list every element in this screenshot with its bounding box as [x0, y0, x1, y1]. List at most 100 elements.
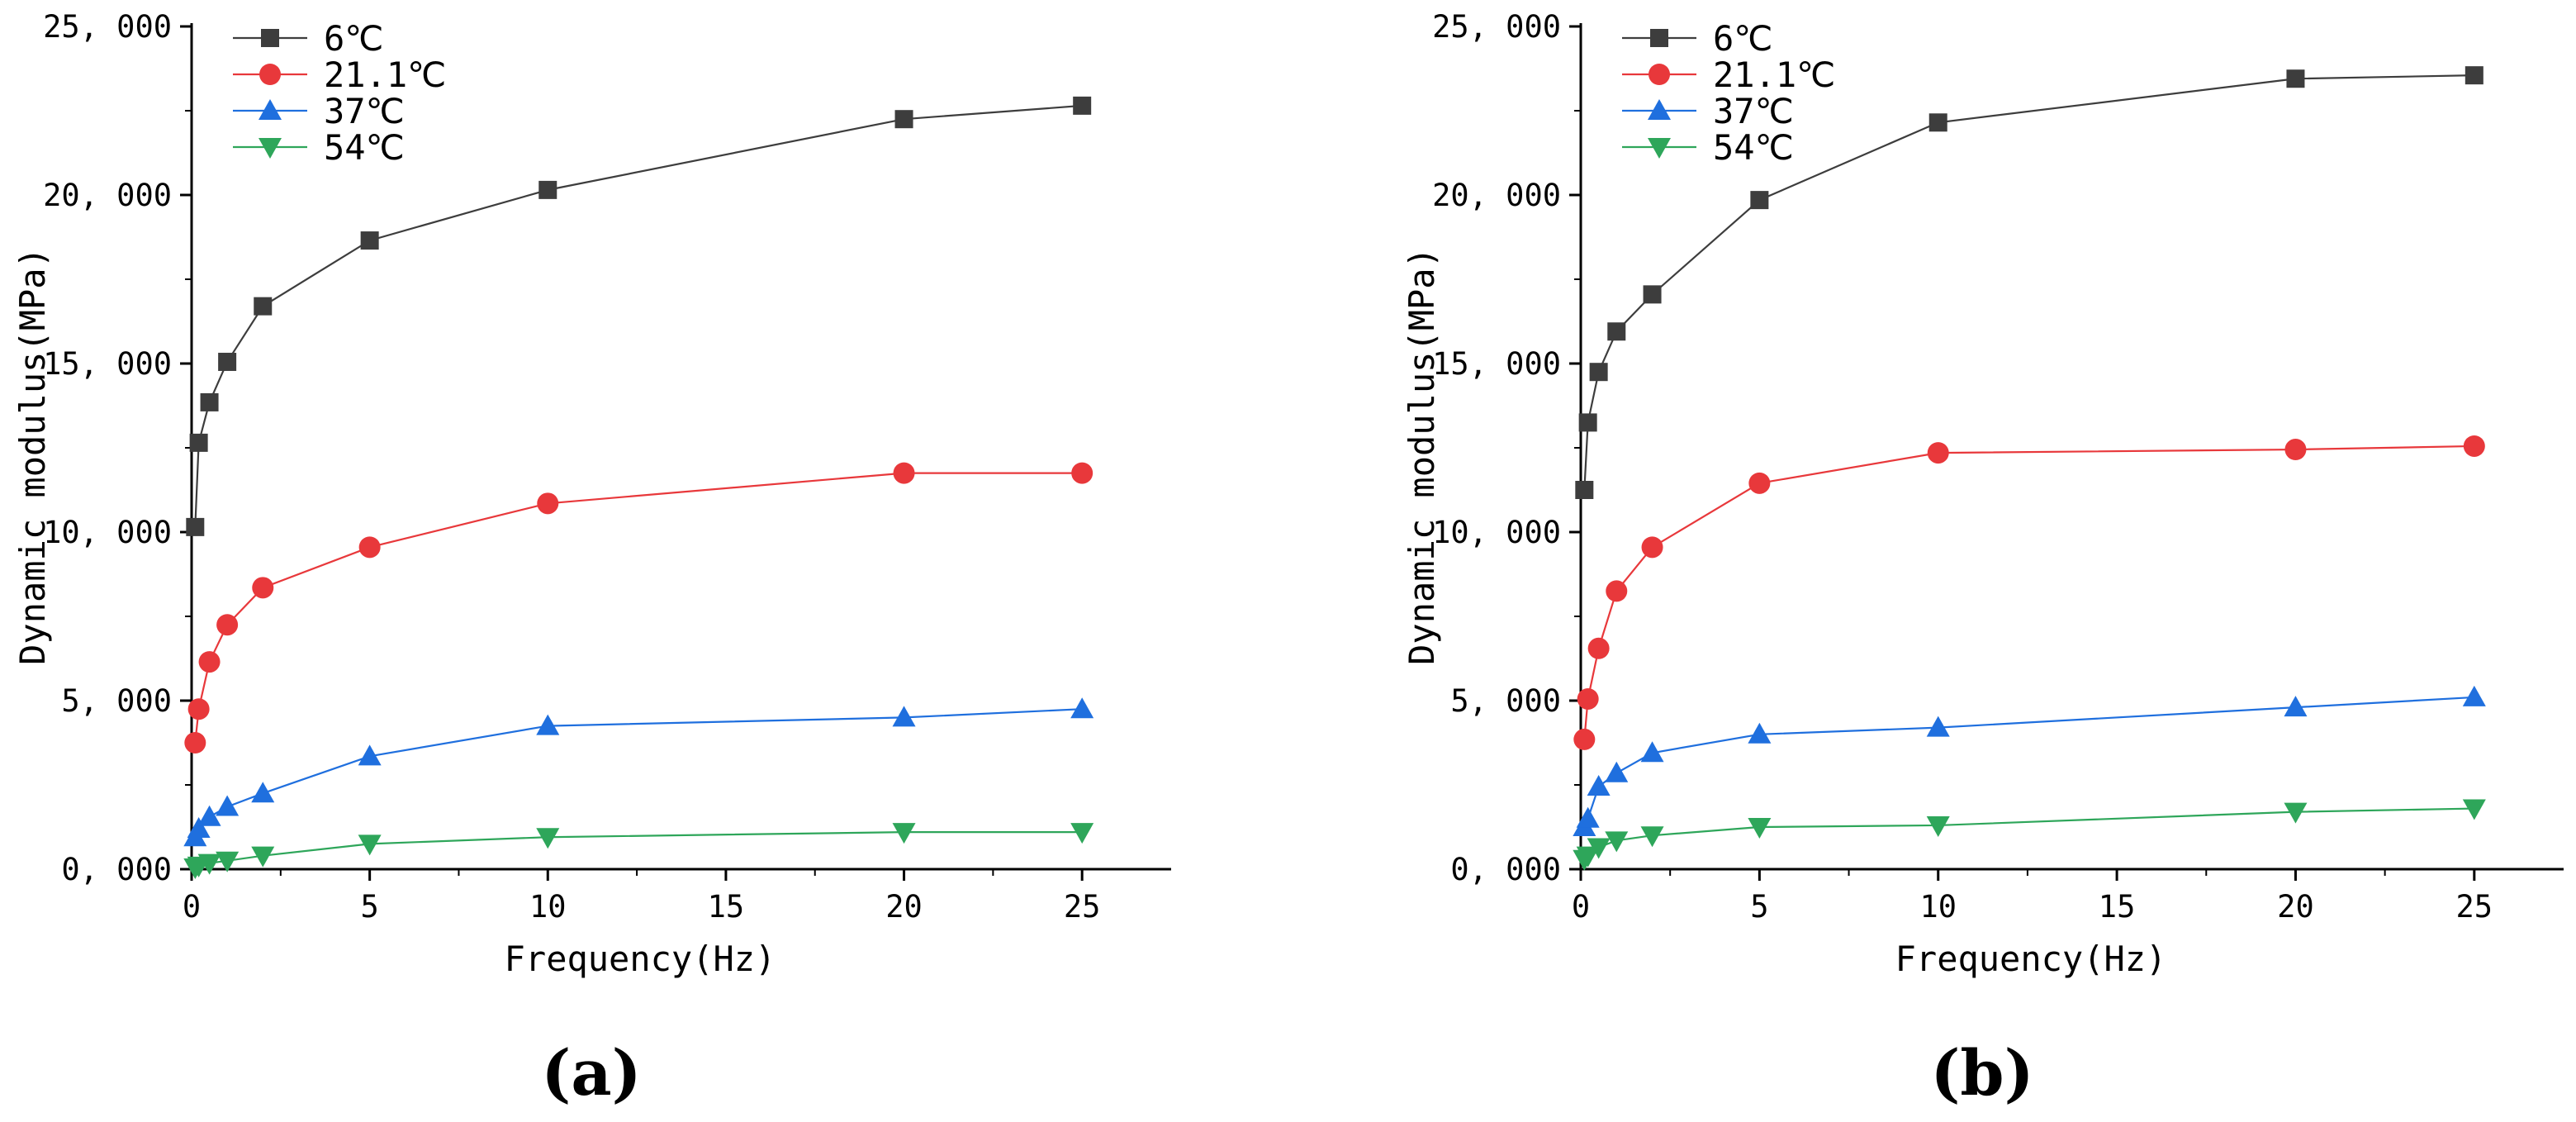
series-line — [1583, 445, 2474, 740]
y-tick-label: 25, 000 — [43, 9, 172, 45]
data-point — [1589, 363, 1608, 382]
legend-label: 21.1℃ — [324, 55, 446, 95]
data-point — [189, 433, 208, 452]
data-point — [216, 614, 239, 636]
data-point — [1928, 113, 1947, 132]
data-point — [2284, 696, 2308, 717]
data-point — [894, 110, 913, 129]
data-point — [358, 744, 382, 766]
legend-label: 21.1℃ — [1713, 55, 1835, 95]
y-tick-label: 10, 000 — [1432, 515, 1561, 550]
x-tick-label: 0 — [183, 889, 201, 925]
legend-label: 6℃ — [1713, 18, 1772, 59]
data-point — [1748, 818, 1772, 839]
data-point — [1073, 96, 1092, 115]
legend-marker — [259, 138, 282, 159]
data-point — [536, 828, 560, 849]
y-axis-title: Dynamic modulus(MPa) — [1402, 247, 1442, 665]
legend-marker — [259, 99, 282, 120]
chart-panel-b: 0 5 10 15 20 25 0, 000 5, 000 10, 000 15, 000 20, … — [1402, 9, 2564, 1110]
data-point — [358, 536, 381, 559]
data-point — [2463, 435, 2485, 457]
data-point — [2462, 799, 2486, 820]
x-tick-label: 10 — [1919, 889, 1957, 925]
data-point — [1070, 697, 1094, 719]
x-tick-label: 10 — [529, 889, 567, 925]
x-tick-label: 5 — [1750, 889, 1768, 925]
y-axis-title: Dynamic modulus(MPa) — [12, 247, 53, 665]
data-point — [216, 795, 240, 816]
x-tick-label: 20 — [2277, 889, 2314, 925]
data-point — [197, 805, 221, 826]
y-tick-label: 10, 000 — [43, 515, 172, 550]
data-point — [254, 297, 273, 316]
legend-marker — [1650, 29, 1668, 47]
data-point — [892, 823, 916, 844]
y-tick-label: 15, 000 — [43, 346, 172, 382]
legend: 6℃21.1℃37℃54℃ — [233, 18, 446, 168]
data-point — [1576, 806, 1600, 828]
series-line — [194, 708, 1083, 838]
data-point — [251, 846, 275, 868]
x-tick-label: 25 — [2456, 889, 2493, 925]
series-0 — [1575, 66, 2483, 499]
data-point — [537, 492, 559, 515]
x-tick-label: 25 — [1064, 889, 1101, 925]
legend-label: 37℃ — [324, 91, 405, 131]
data-point — [1587, 838, 1611, 859]
data-point — [2284, 802, 2308, 824]
legend-label: 54℃ — [1713, 127, 1794, 168]
data-point — [1640, 826, 1664, 848]
data-point — [1927, 442, 1949, 464]
legend: 6℃21.1℃37℃54℃ — [1622, 18, 1835, 168]
data-point — [1748, 722, 1772, 744]
y-tick-label: 0, 000 — [1450, 852, 1561, 887]
data-point — [1577, 687, 1599, 710]
panel-label: (a) — [541, 1036, 641, 1110]
legend-marker — [1648, 138, 1671, 159]
data-point — [1587, 637, 1610, 659]
legend-label: 6℃ — [324, 18, 383, 59]
legend-marker — [1649, 64, 1670, 85]
data-point — [1607, 322, 1626, 341]
data-point — [1576, 846, 1600, 868]
data-point — [1605, 831, 1629, 853]
data-point — [1643, 285, 1662, 304]
data-point — [2284, 439, 2307, 461]
data-point — [2465, 66, 2483, 85]
x-axis-title: Frequency(Hz) — [505, 939, 776, 979]
data-point — [184, 732, 206, 754]
x-tick-label: 20 — [885, 889, 923, 925]
data-point — [1573, 728, 1596, 750]
series-1 — [184, 462, 1093, 754]
data-point — [200, 392, 219, 411]
data-point — [187, 817, 211, 839]
data-point — [1750, 191, 1769, 210]
series-3 — [1573, 799, 2486, 871]
data-point — [2286, 69, 2305, 88]
series-line — [194, 104, 1083, 527]
x-axis-title: Frequency(Hz) — [1895, 939, 2167, 979]
data-point — [1578, 413, 1597, 432]
series-line — [1583, 696, 2474, 828]
chart-panel-a: 0 5 10 15 20 25 0, 000 5, 000 10, 000 15, 000 20, … — [12, 9, 1171, 1110]
data-point — [1926, 716, 1950, 737]
legend-label: 54℃ — [324, 127, 405, 168]
data-point — [536, 714, 560, 735]
y-tick-label: 5, 000 — [1450, 683, 1561, 719]
data-point — [216, 851, 240, 872]
data-point — [893, 462, 915, 484]
series-line — [1583, 807, 2474, 860]
y-tick-label: 0, 000 — [61, 852, 172, 887]
series-2 — [183, 697, 1094, 847]
panel-label: (b) — [1930, 1036, 2033, 1110]
y-tick-label: 20, 000 — [1432, 178, 1561, 213]
y-tick-label: 25, 000 — [1432, 9, 1561, 45]
legend-marker — [1648, 99, 1671, 120]
data-point — [358, 834, 382, 856]
data-point — [218, 352, 237, 371]
series-1 — [1573, 435, 2485, 750]
data-point — [187, 698, 210, 720]
data-point — [1926, 815, 1950, 837]
